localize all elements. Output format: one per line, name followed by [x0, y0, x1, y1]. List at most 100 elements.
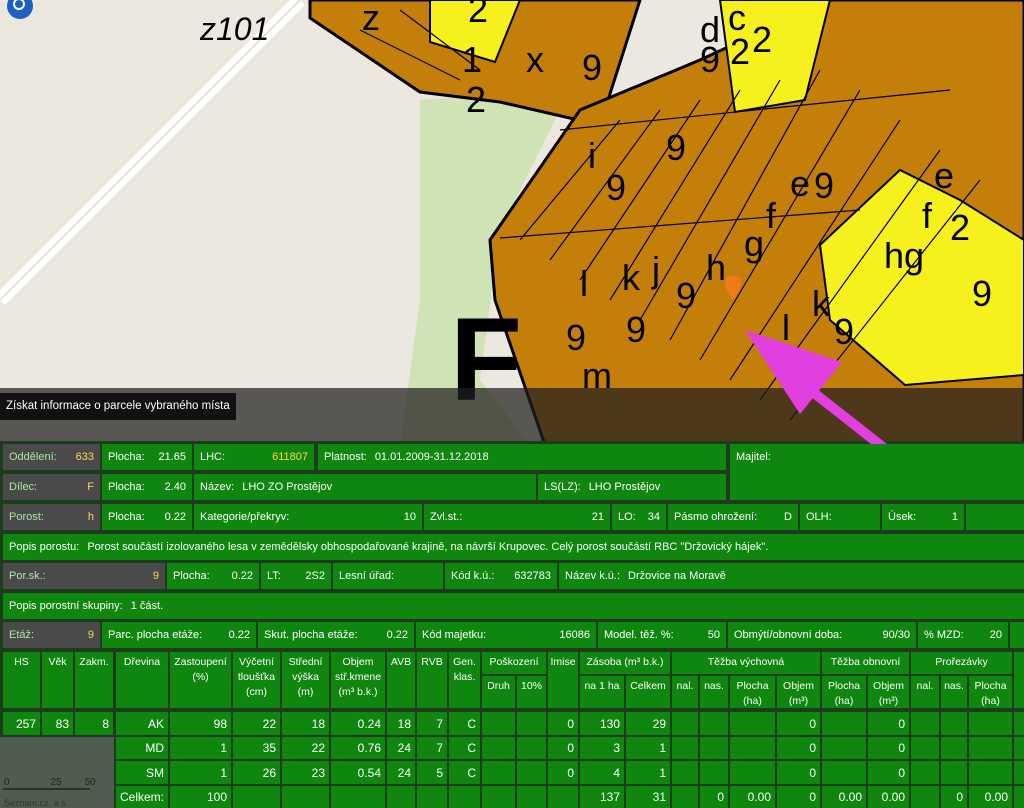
table-cell: 4: [580, 761, 624, 784]
table-cell: [911, 761, 939, 784]
info-cell: Úsek: 1: [882, 504, 964, 530]
parcel-label: e: [790, 163, 810, 204]
column-header: HS: [3, 652, 40, 708]
parcel-label: k: [622, 257, 641, 298]
table-cell: [417, 786, 447, 808]
table-cell: 0: [548, 737, 578, 759]
parcel-label: 1: [462, 39, 482, 80]
parcel-label: f: [922, 195, 933, 236]
info-value: LHO Prostějov: [588, 481, 661, 493]
info-value: 20: [989, 629, 1002, 641]
table-cell: 18: [282, 712, 329, 735]
info-label: Skut. plocha etáže:: [264, 629, 358, 641]
parcel-label: 9: [666, 127, 686, 168]
info-cell: Popis porostu: Porost součástí izolovanéh…: [3, 534, 1024, 560]
info-cell: OLH:: [800, 504, 880, 530]
table-cell: 3: [580, 737, 624, 759]
table-cell: [233, 786, 280, 808]
info-label: Platnost:: [324, 451, 367, 463]
table-cell: [672, 712, 698, 735]
column-header: Dřevina: [116, 652, 168, 708]
info-label: Kategorie/překryv:: [200, 511, 290, 523]
info-label: Kód k.ú.:: [451, 570, 495, 582]
table-cell: [941, 761, 967, 784]
info-value: 1: [951, 511, 958, 523]
parcel-label: 9: [814, 165, 834, 206]
table-cell: [969, 712, 1012, 735]
info-cell: Parc. plocha etáže: 0.22: [102, 622, 256, 648]
info-label: Obmýtí/obnovní doba:: [734, 629, 843, 641]
parcel-label: 2: [752, 19, 772, 60]
info-cell: LS(LZ): LHO Prostějov: [538, 474, 726, 500]
table-cell: 257: [3, 712, 40, 735]
table-cell: 7: [417, 737, 447, 759]
table-cell: 24: [387, 737, 415, 759]
table-cell: 0: [700, 786, 728, 808]
table-cell: MD: [116, 737, 168, 759]
parcel-label: 9: [606, 167, 626, 208]
info-cell: Majitel:: [730, 444, 1024, 500]
table-cell: [822, 761, 866, 784]
table-cell: 0.24: [331, 712, 385, 735]
parcel-label: 2: [730, 31, 750, 72]
info-label: Název:: [200, 481, 235, 493]
column-header: Objem (m³): [777, 676, 820, 708]
info-label: Plocha:: [108, 511, 145, 523]
parcel-label: d: [700, 9, 720, 50]
column-header: [1014, 652, 1024, 708]
info-label: Parc. plocha etáže:: [108, 629, 203, 641]
info-cell: Oddělení: 633: [3, 444, 100, 470]
info-value: F: [87, 481, 94, 493]
info-cell: Por.sk.: 9: [3, 563, 165, 589]
parcel-label: h: [706, 247, 726, 288]
table-cell: [517, 737, 546, 759]
table-cell: C: [449, 737, 480, 759]
table-cell: [517, 761, 546, 784]
table-cell: [672, 761, 698, 784]
table-cell: [387, 786, 415, 808]
table-cell: 7: [417, 712, 447, 735]
info-value: 2.40: [164, 481, 186, 493]
info-cell: Lesní úřad:: [333, 563, 443, 589]
table-cell: [282, 786, 329, 808]
parcel-label: 2: [466, 79, 486, 120]
info-value: 50: [707, 629, 720, 641]
info-value: 611807: [272, 451, 308, 463]
table-cell: [822, 737, 866, 759]
info-cell: Kód k.ú.: 632783: [445, 563, 557, 589]
table-cell: [730, 737, 775, 759]
table-cell: [941, 712, 967, 735]
info-cell: Popis porostní skupiny: 1 část.: [3, 593, 1024, 619]
info-value: D: [784, 511, 792, 523]
table-cell: 26: [233, 761, 280, 784]
table-cell: 1: [626, 761, 670, 784]
parcel-label: l: [580, 263, 588, 304]
info-value: 9: [87, 629, 94, 641]
table-cell: [672, 786, 698, 808]
info-cell: LHC: 611807: [194, 444, 314, 470]
table-cell: [1014, 712, 1024, 735]
group-header: Těžba výchovná: [672, 652, 820, 674]
column-header: nal.: [911, 676, 939, 708]
info-cell: Kategorie/překryv: 10: [194, 504, 422, 530]
group-header: Poškození: [482, 652, 546, 674]
info-cell: Platnost: 01.01.2009-31.12.2018: [318, 444, 726, 470]
table-cell: 24: [387, 761, 415, 784]
info-label: LS(LZ):: [544, 481, 581, 493]
info-label: Plocha:: [108, 451, 145, 463]
info-label: Úsek:: [888, 511, 917, 523]
table-cell: [911, 737, 939, 759]
table-cell: [672, 737, 698, 759]
table-cell: 83: [42, 712, 73, 735]
info-value: 34: [647, 511, 660, 523]
info-value: 01.01.2009-31.12.2018: [374, 451, 489, 463]
table-cell: 31: [626, 786, 670, 808]
table-cell: AK: [116, 712, 168, 735]
table-cell: 29: [626, 712, 670, 735]
column-header: nal.: [672, 676, 698, 708]
scale: 0 25 50 Seznam.cz, a.s.: [3, 777, 96, 808]
info-cell: LO: 34: [612, 504, 666, 530]
parcel-label: hg: [884, 235, 924, 276]
column-header: Objem stř.kmene (m³ b.k.): [331, 652, 385, 708]
